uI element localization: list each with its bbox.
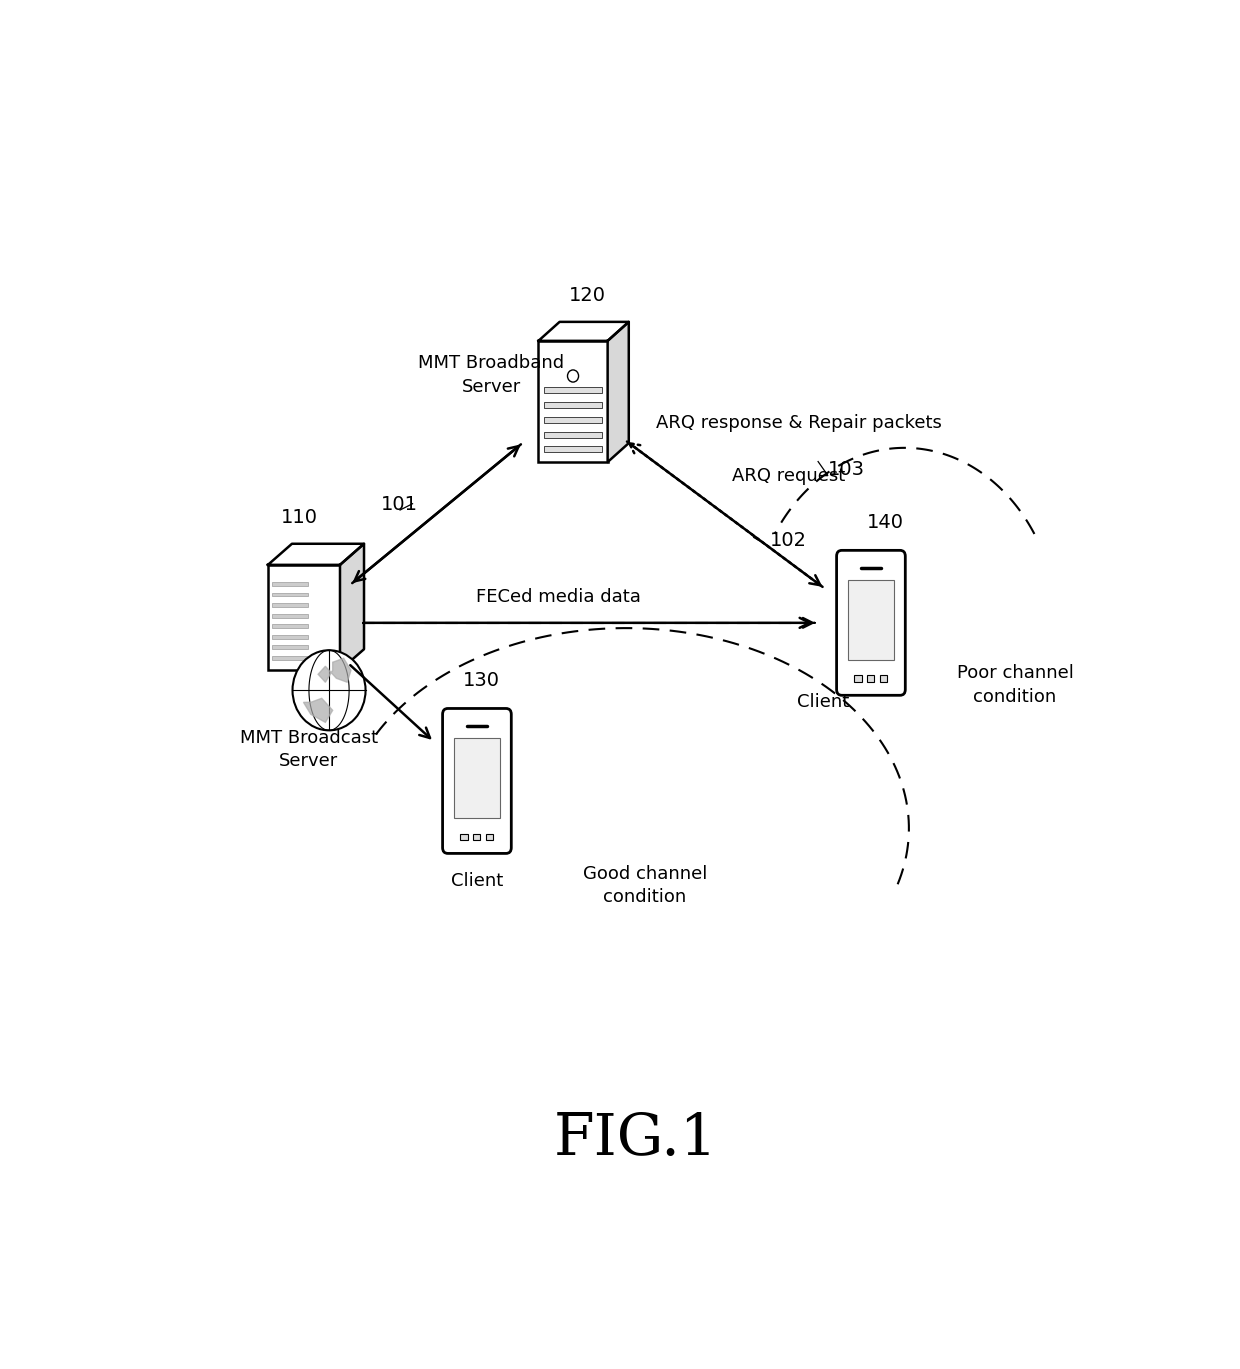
FancyBboxPatch shape: [837, 550, 905, 695]
FancyBboxPatch shape: [273, 635, 309, 638]
Polygon shape: [319, 658, 351, 682]
Text: MMT Broadcast
Server: MMT Broadcast Server: [239, 728, 378, 771]
Text: FECed media data: FECed media data: [476, 587, 641, 605]
Circle shape: [568, 370, 579, 382]
FancyBboxPatch shape: [273, 582, 309, 586]
FancyBboxPatch shape: [443, 709, 511, 853]
FancyBboxPatch shape: [273, 613, 309, 617]
Text: FIG.1: FIG.1: [553, 1112, 718, 1168]
FancyBboxPatch shape: [454, 738, 500, 819]
FancyBboxPatch shape: [848, 580, 894, 660]
Polygon shape: [268, 543, 365, 565]
Text: Client: Client: [451, 872, 503, 890]
FancyBboxPatch shape: [472, 834, 480, 841]
FancyBboxPatch shape: [268, 565, 340, 671]
Text: MMT Broadband
Server: MMT Broadband Server: [418, 355, 564, 396]
FancyBboxPatch shape: [544, 387, 603, 393]
FancyBboxPatch shape: [273, 624, 309, 628]
Text: 120: 120: [569, 286, 606, 305]
Text: ARQ response & Repair packets: ARQ response & Repair packets: [656, 413, 942, 431]
Text: 102: 102: [770, 531, 807, 550]
FancyBboxPatch shape: [544, 446, 603, 452]
FancyBboxPatch shape: [538, 341, 608, 463]
FancyBboxPatch shape: [867, 675, 874, 682]
FancyBboxPatch shape: [486, 834, 494, 841]
Polygon shape: [538, 322, 629, 341]
Text: ARQ request: ARQ request: [732, 467, 844, 485]
Text: 101: 101: [381, 496, 418, 513]
Text: 130: 130: [464, 671, 500, 690]
FancyBboxPatch shape: [273, 645, 309, 649]
FancyBboxPatch shape: [879, 675, 888, 682]
Circle shape: [293, 650, 366, 730]
FancyBboxPatch shape: [544, 402, 603, 408]
FancyBboxPatch shape: [460, 834, 467, 841]
Text: 140: 140: [867, 513, 904, 533]
Text: 110: 110: [280, 508, 317, 527]
Text: 103: 103: [828, 460, 864, 479]
FancyBboxPatch shape: [854, 675, 862, 682]
Text: Client: Client: [797, 693, 849, 711]
FancyBboxPatch shape: [544, 431, 603, 438]
FancyBboxPatch shape: [273, 604, 309, 606]
FancyBboxPatch shape: [544, 416, 603, 423]
FancyBboxPatch shape: [273, 593, 309, 597]
Polygon shape: [340, 543, 365, 671]
Text: Good channel
condition: Good channel condition: [583, 865, 707, 906]
Polygon shape: [304, 698, 332, 723]
Polygon shape: [608, 322, 629, 463]
FancyBboxPatch shape: [273, 656, 309, 660]
Text: Poor channel
condition: Poor channel condition: [956, 664, 1074, 706]
